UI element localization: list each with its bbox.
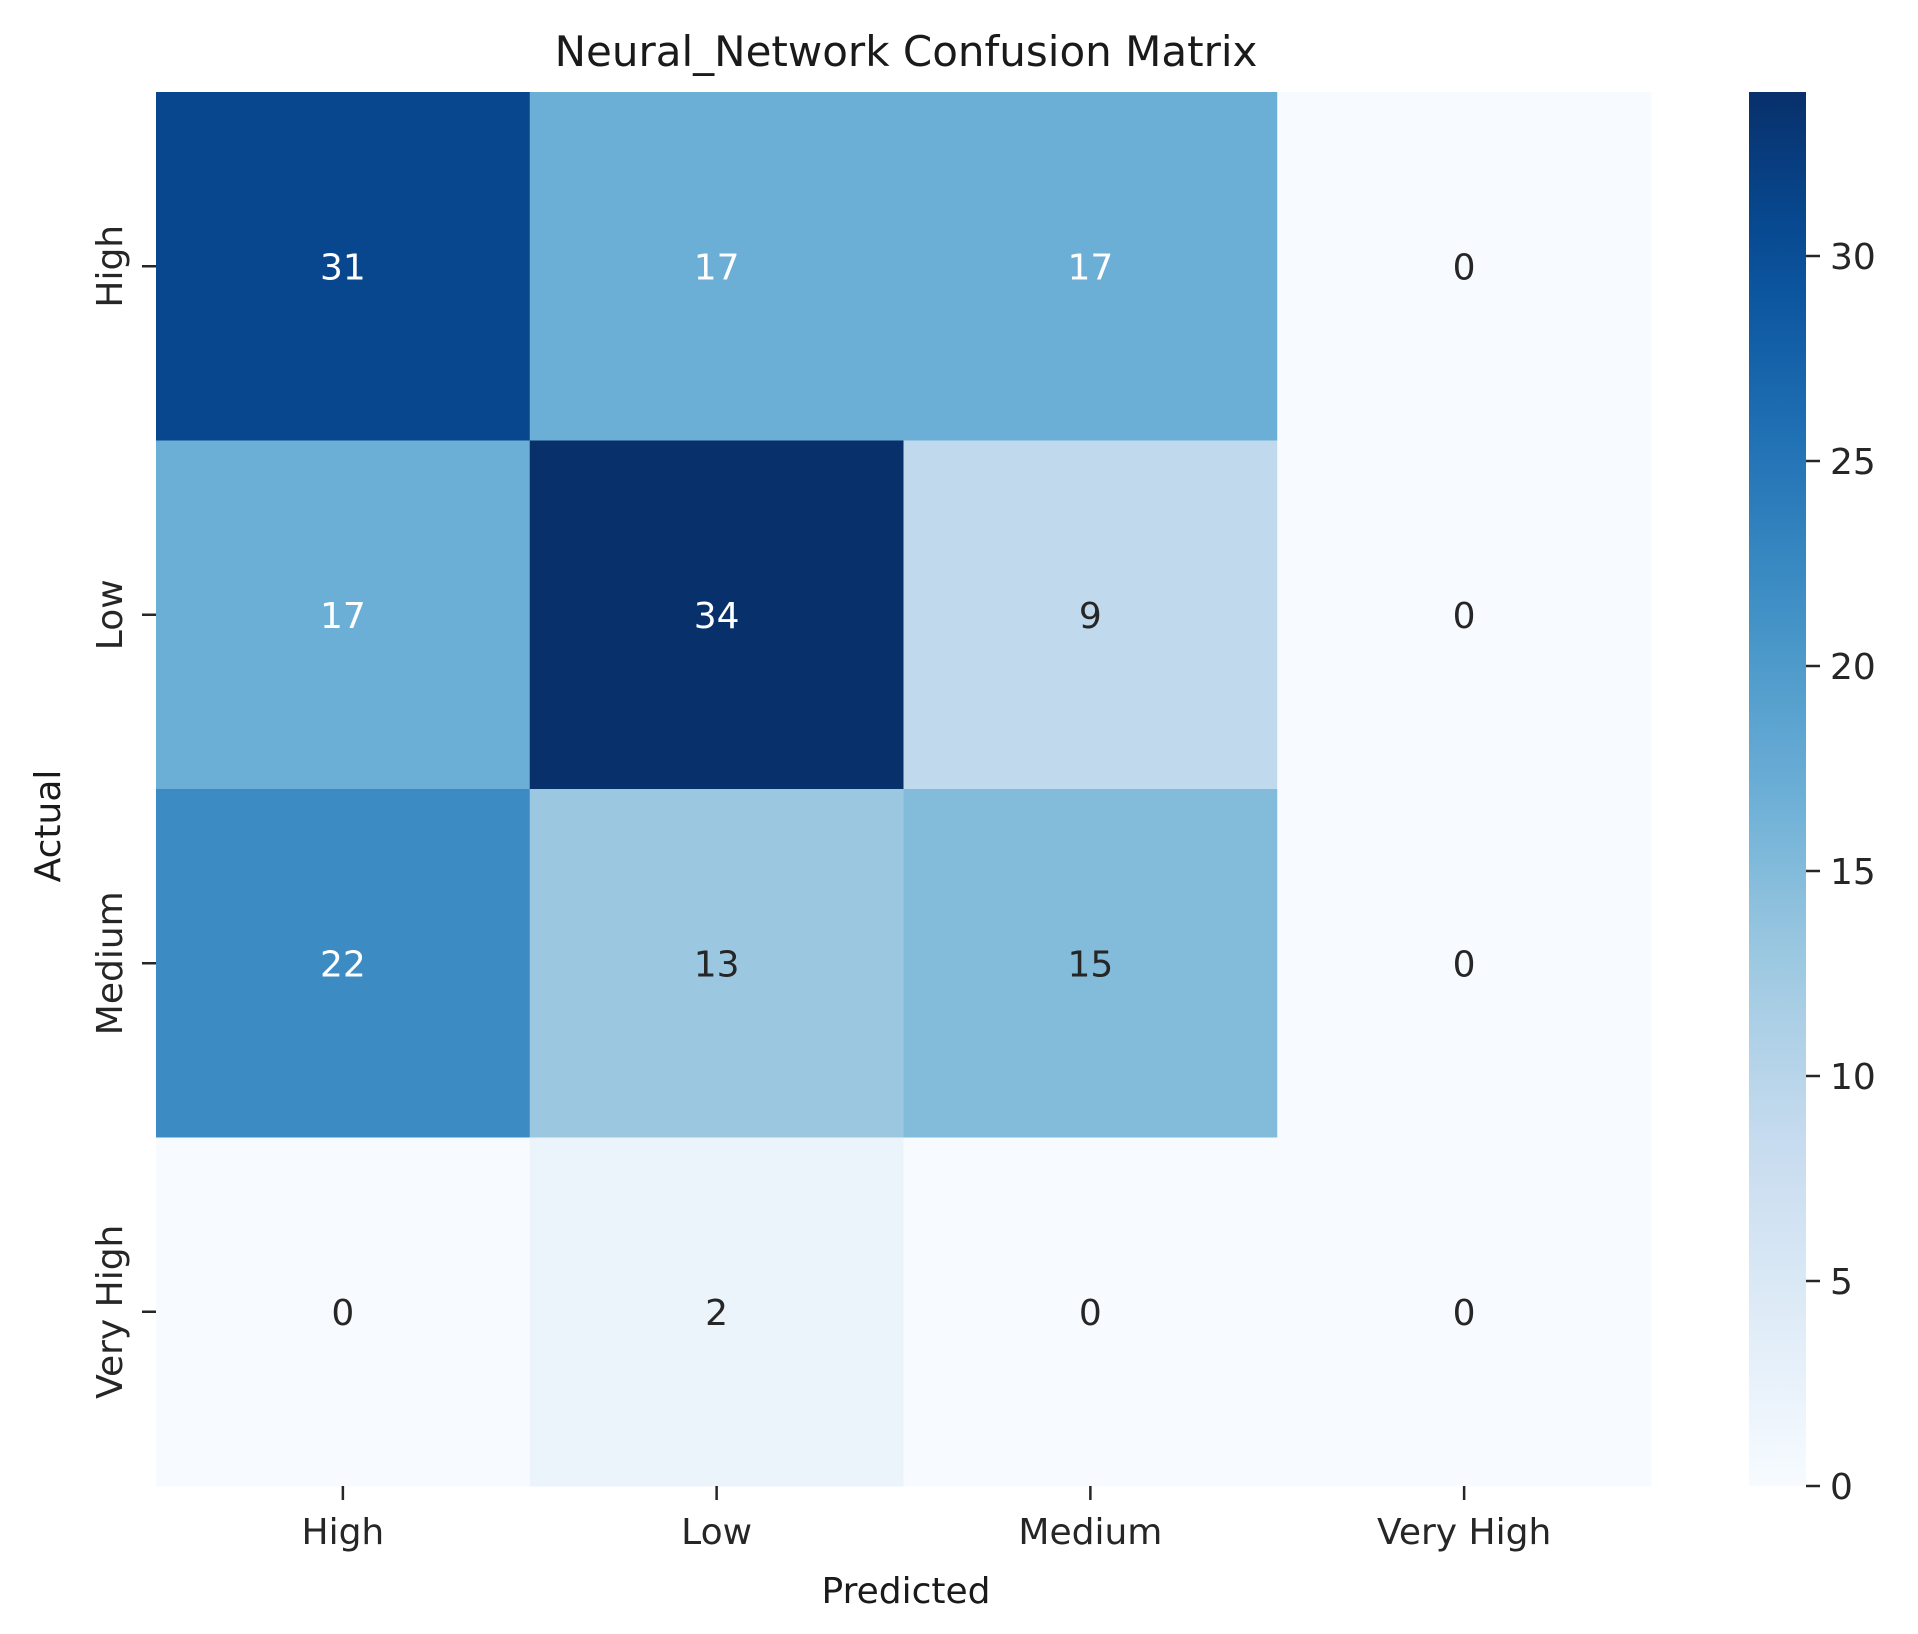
heatmap-cell-label: 13 bbox=[694, 944, 740, 985]
colorbar-tick-label: 15 bbox=[1830, 852, 1876, 893]
heatmap-cell bbox=[1277, 789, 1652, 1138]
heatmap-cell-label: 0 bbox=[1453, 944, 1476, 985]
x-axis: High Low Medium Very High bbox=[302, 1486, 1551, 1553]
heatmap-cells bbox=[156, 92, 1652, 1487]
heatmap-cell bbox=[529, 789, 904, 1138]
heatmap-cell-labels: 31 17 17 0 17 34 9 0 22 13 15 0 0 2 0 0 bbox=[320, 247, 1476, 1334]
y-axis-label: Actual bbox=[28, 770, 69, 883]
colorbar-tick-label: 20 bbox=[1830, 647, 1876, 688]
heatmap-cell bbox=[1277, 440, 1652, 790]
heatmap-cell-label: 0 bbox=[1079, 1293, 1102, 1334]
x-tick-label: High bbox=[302, 1512, 385, 1553]
heatmap-cell bbox=[1277, 1137, 1652, 1487]
y-tick-label: Low bbox=[90, 579, 131, 650]
colorbar-tick-label: 10 bbox=[1830, 1057, 1876, 1098]
heatmap-cell bbox=[903, 92, 1278, 441]
heatmap-cell-label: 15 bbox=[1067, 944, 1113, 985]
heatmap-cell-label: 0 bbox=[1453, 596, 1476, 637]
heatmap-cell bbox=[156, 1137, 531, 1487]
y-tick-label: Medium bbox=[90, 891, 131, 1035]
heatmap-cell-label: 0 bbox=[331, 1293, 354, 1334]
chart-title: Neural_Network Confusion Matrix bbox=[555, 27, 1258, 76]
heatmap-cell-label: 17 bbox=[694, 247, 740, 288]
heatmap-cell bbox=[529, 1137, 904, 1487]
x-tick-label: Very High bbox=[1377, 1512, 1551, 1553]
colorbar-tick-label: 0 bbox=[1830, 1467, 1853, 1508]
heatmap-cell bbox=[903, 440, 1278, 790]
heatmap-cell bbox=[1277, 92, 1652, 441]
heatmap-cell-label: 34 bbox=[694, 596, 740, 637]
heatmap-cell bbox=[156, 92, 531, 441]
heatmap-cell-label: 2 bbox=[705, 1293, 728, 1334]
x-axis-label: Predicted bbox=[822, 1571, 991, 1612]
y-tick-label: High bbox=[90, 225, 131, 308]
heatmap-cell bbox=[903, 789, 1278, 1138]
heatmap-cell-label: 17 bbox=[1067, 247, 1113, 288]
heatmap-cell bbox=[903, 1137, 1278, 1487]
x-tick-label: Medium bbox=[1018, 1512, 1162, 1553]
heatmap-cell-label: 0 bbox=[1453, 1293, 1476, 1334]
x-tick-label: Low bbox=[681, 1512, 752, 1553]
heatmap-cell-label: 0 bbox=[1453, 247, 1476, 288]
heatmap-cell bbox=[529, 92, 904, 441]
heatmap-cell-label: 31 bbox=[320, 247, 366, 288]
colorbar-ticks: 0 5 10 15 20 25 30 bbox=[1806, 237, 1876, 1508]
heatmap-cell-label: 17 bbox=[320, 596, 366, 637]
heatmap-cell bbox=[156, 789, 531, 1138]
heatmap-cell-label: 22 bbox=[320, 944, 366, 985]
colorbar-tick-label: 30 bbox=[1830, 237, 1876, 278]
heatmap-cell-label: 9 bbox=[1079, 596, 1102, 637]
colorbar-tick-label: 5 bbox=[1830, 1262, 1853, 1303]
colorbar-tick-label: 25 bbox=[1830, 442, 1876, 483]
colorbar bbox=[1749, 92, 1806, 1486]
heatmap-cell bbox=[156, 440, 531, 790]
y-axis: High Low Medium Very High bbox=[90, 225, 156, 1399]
heatmap-cell bbox=[529, 440, 904, 790]
y-tick-label: Very High bbox=[90, 1225, 131, 1399]
